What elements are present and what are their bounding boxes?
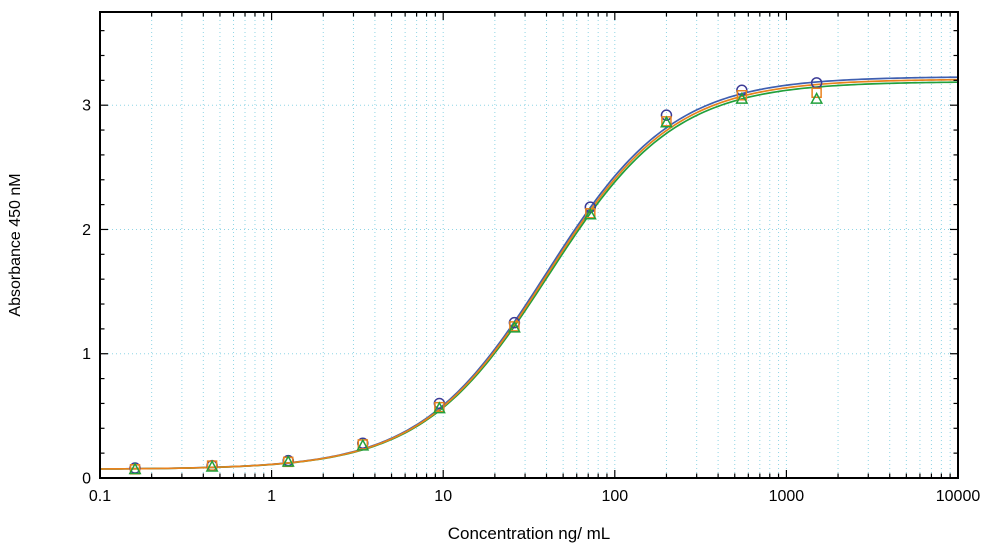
fit-curve-fit-3 <box>99 78 959 470</box>
fit-curve-fit-2 <box>99 81 959 470</box>
marker-triangle <box>507 320 521 333</box>
fit-curve-fit-1 <box>99 76 959 470</box>
marker-triangle <box>583 207 597 220</box>
marker-triangle <box>356 438 370 451</box>
y-tick-label: 1 <box>82 346 91 363</box>
marker-triangle <box>205 459 219 472</box>
grid-lines <box>100 12 958 478</box>
data-points <box>128 77 824 475</box>
marker-triangle <box>432 401 446 414</box>
axis-ticks <box>99 12 959 479</box>
fit-curves <box>99 76 959 470</box>
marker-circle <box>584 201 597 213</box>
y-tick-label: 3 <box>82 98 91 115</box>
marker-triangle <box>810 91 824 104</box>
x-tick-label: 0.1 <box>89 488 111 505</box>
y-tick-label: 0 <box>82 471 91 488</box>
x-axis-label: Concentration ng/ mL <box>447 524 611 543</box>
marker-circle <box>660 109 673 121</box>
marker-square <box>736 90 748 101</box>
x-tick-label: 100 <box>601 488 628 505</box>
x-tick-label: 10 <box>434 488 452 505</box>
x-tick-label: 1000 <box>769 488 805 505</box>
x-tick-label: 1 <box>267 488 276 505</box>
marker-triangle <box>128 462 142 475</box>
marker-triangle <box>735 91 749 104</box>
tick-labels: 0.1 1 10 100 1000 10000 0 1 2 3 <box>82 98 980 505</box>
marker-square <box>811 87 822 99</box>
x-tick-label: 10000 <box>936 488 981 505</box>
plot-frame <box>99 11 959 479</box>
marker-triangle <box>660 115 673 128</box>
marker-triangle <box>281 454 295 467</box>
y-tick-label: 2 <box>82 222 91 239</box>
